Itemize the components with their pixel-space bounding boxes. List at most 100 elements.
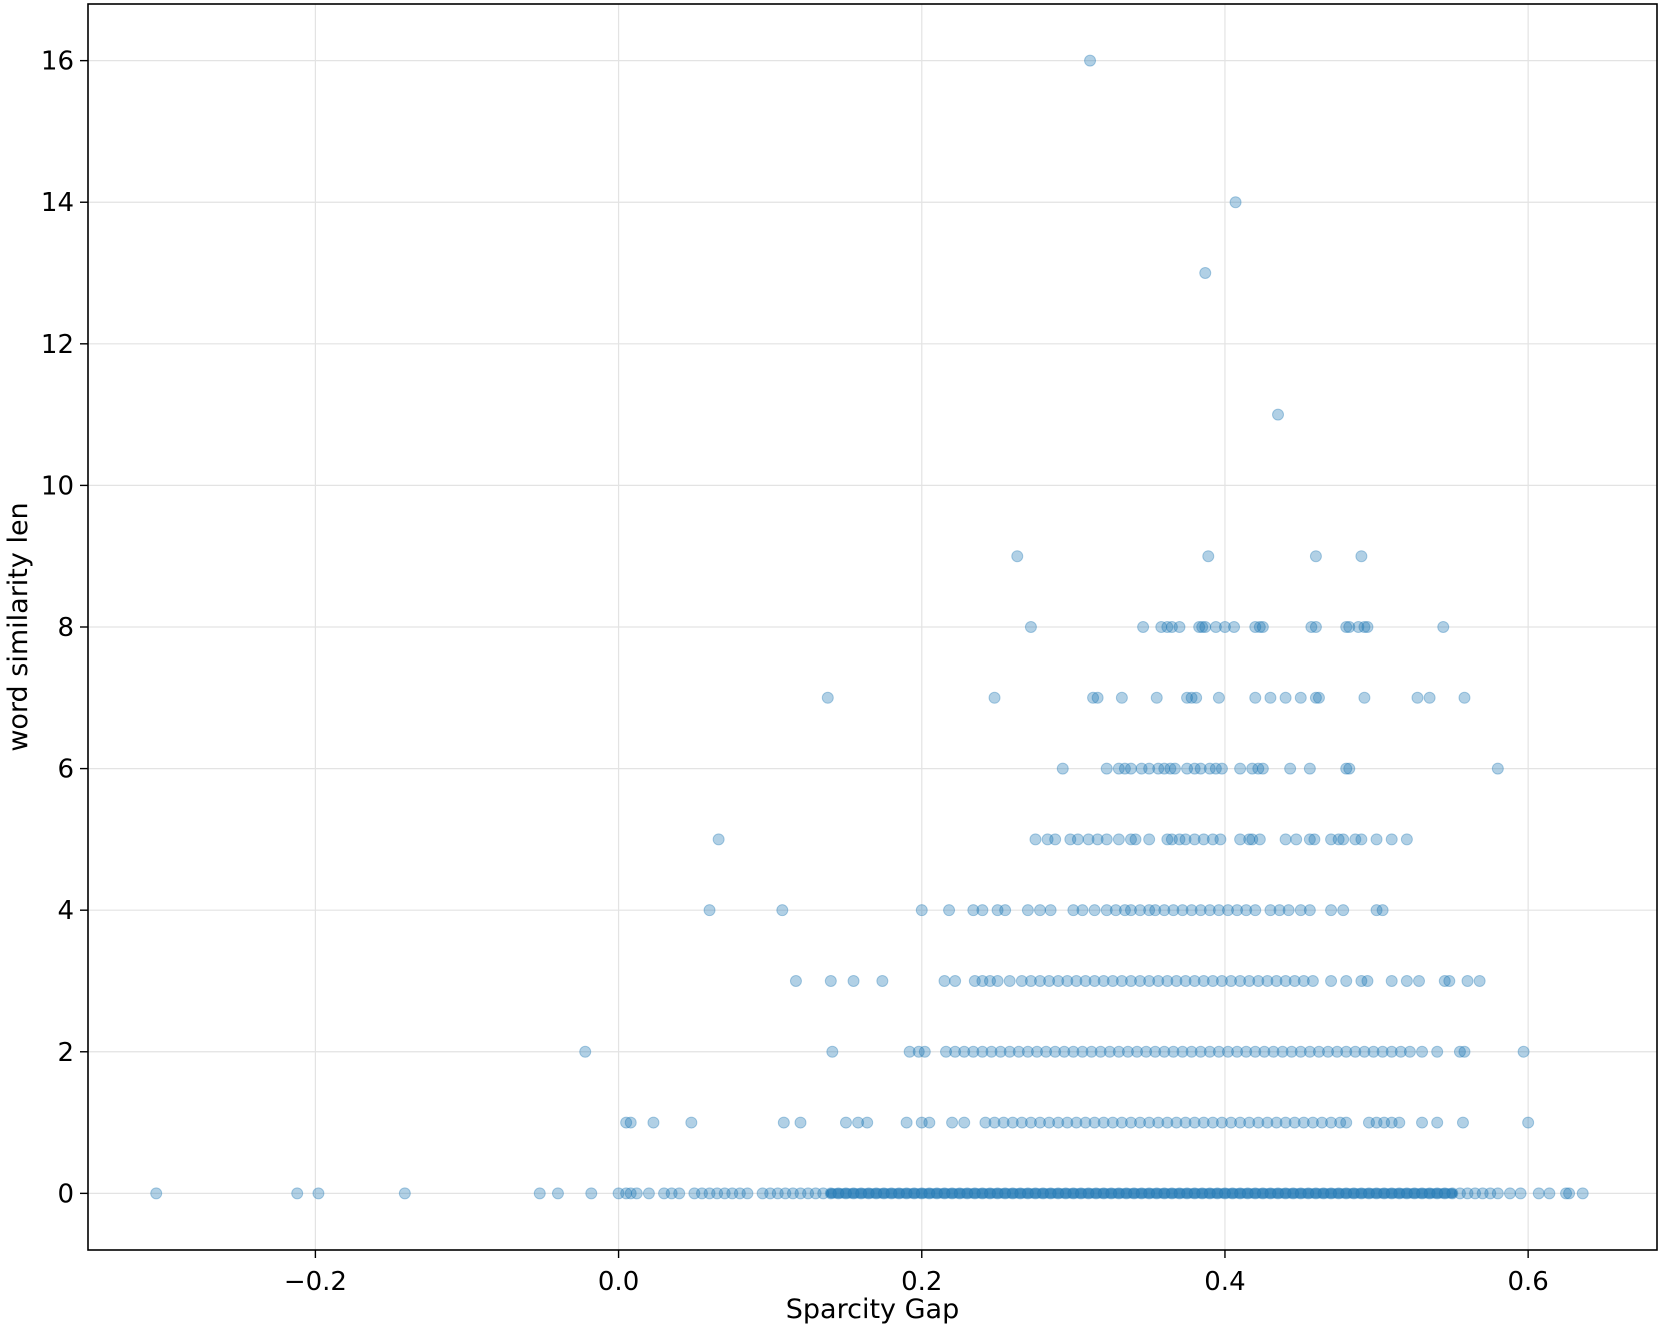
data-point <box>1284 762 1297 775</box>
data-point <box>900 1116 913 1129</box>
data-point <box>1218 621 1231 633</box>
data-point <box>1431 1045 1444 1058</box>
data-point <box>1279 1116 1292 1129</box>
data-point <box>1437 621 1450 633</box>
data-point <box>1143 833 1156 846</box>
data-point <box>1453 1045 1466 1058</box>
data-point <box>1362 1187 1375 1200</box>
data-point <box>1197 833 1210 846</box>
data-point <box>533 1187 546 1200</box>
data-point <box>1287 1187 1300 1200</box>
data-point <box>1161 974 1174 987</box>
data-point <box>1358 691 1371 704</box>
data-point <box>1376 1045 1389 1058</box>
data-point <box>1074 1187 1087 1200</box>
data-point <box>1234 1116 1247 1129</box>
y-tick-label: 8 <box>57 613 74 643</box>
data-point <box>1044 1187 1057 1200</box>
data-point <box>1264 691 1277 704</box>
data-point <box>1197 974 1210 987</box>
data-point <box>794 1116 807 1129</box>
data-point <box>999 904 1012 917</box>
data-point <box>1355 833 1368 846</box>
data-point <box>1256 762 1269 775</box>
data-point <box>1325 833 1338 846</box>
data-point <box>1279 833 1292 846</box>
data-point <box>958 1116 971 1129</box>
data-point <box>1312 691 1325 704</box>
data-point <box>756 1187 769 1200</box>
data-point <box>1158 1045 1171 1058</box>
data-point <box>1124 974 1137 987</box>
data-point <box>953 1187 966 1200</box>
data-point <box>1240 1045 1253 1058</box>
data-point <box>1576 1187 1589 1200</box>
data-point <box>1343 762 1356 775</box>
data-point <box>1196 621 1209 633</box>
data-point <box>1105 1187 1118 1200</box>
data-point <box>1135 1187 1148 1200</box>
data-point <box>1240 904 1253 917</box>
data-point <box>1185 904 1198 917</box>
y-tick-label: 16 <box>41 47 74 77</box>
data-point <box>988 1116 1001 1129</box>
data-point <box>1249 904 1262 917</box>
data-point <box>1340 1187 1353 1200</box>
data-point <box>940 1045 953 1058</box>
data-point <box>1165 1187 1178 1200</box>
data-point <box>658 1187 671 1200</box>
data-point <box>943 904 956 917</box>
data-point <box>1188 1187 1201 1200</box>
data-point <box>312 1187 325 1200</box>
data-point <box>1302 1187 1315 1200</box>
data-point <box>1400 833 1413 846</box>
data-point <box>1249 691 1262 704</box>
data-point <box>1393 1116 1406 1129</box>
data-point <box>1560 1187 1573 1200</box>
data-point <box>741 1187 754 1200</box>
data-point <box>1400 1187 1413 1200</box>
data-point <box>1064 833 1077 846</box>
data-point <box>1355 550 1368 563</box>
data-point <box>983 974 996 987</box>
data-point <box>1030 1045 1043 1058</box>
data-point <box>1522 1116 1535 1129</box>
data-point <box>1385 1187 1398 1200</box>
data-point <box>1294 904 1307 917</box>
data-point <box>1431 1116 1444 1129</box>
data-point <box>1249 621 1262 633</box>
data-point <box>1076 1045 1089 1058</box>
data-point <box>1088 974 1101 987</box>
y-tick-label: 14 <box>41 188 74 218</box>
data-point <box>1202 550 1215 563</box>
data-point <box>1165 621 1178 633</box>
data-point <box>1393 1187 1406 1200</box>
data-point <box>930 1187 943 1200</box>
data-point <box>1423 1187 1436 1200</box>
data-point <box>630 1187 643 1200</box>
data-point <box>1225 1116 1238 1129</box>
data-point <box>1052 1116 1065 1129</box>
data-point <box>824 974 837 987</box>
data-point <box>1091 691 1104 704</box>
y-tick-label: 4 <box>57 896 74 926</box>
data-point <box>1226 1187 1239 1200</box>
data-point <box>1067 1187 1080 1200</box>
data-point <box>703 1187 716 1200</box>
data-point <box>968 974 981 987</box>
data-point <box>1196 1187 1209 1200</box>
data-point <box>1476 1187 1489 1200</box>
data-point <box>1340 1116 1353 1129</box>
data-point <box>1161 833 1174 846</box>
data-point <box>1340 1045 1353 1058</box>
data-point <box>1334 1116 1347 1129</box>
data-point <box>718 1187 731 1200</box>
data-point <box>1443 974 1456 987</box>
data-point <box>1412 974 1425 987</box>
data-point <box>1103 1045 1116 1058</box>
data-point <box>551 1187 564 1200</box>
data-point <box>1367 1045 1380 1058</box>
data-point <box>1416 1045 1429 1058</box>
data-point <box>398 1187 411 1200</box>
data-point <box>1170 974 1183 987</box>
